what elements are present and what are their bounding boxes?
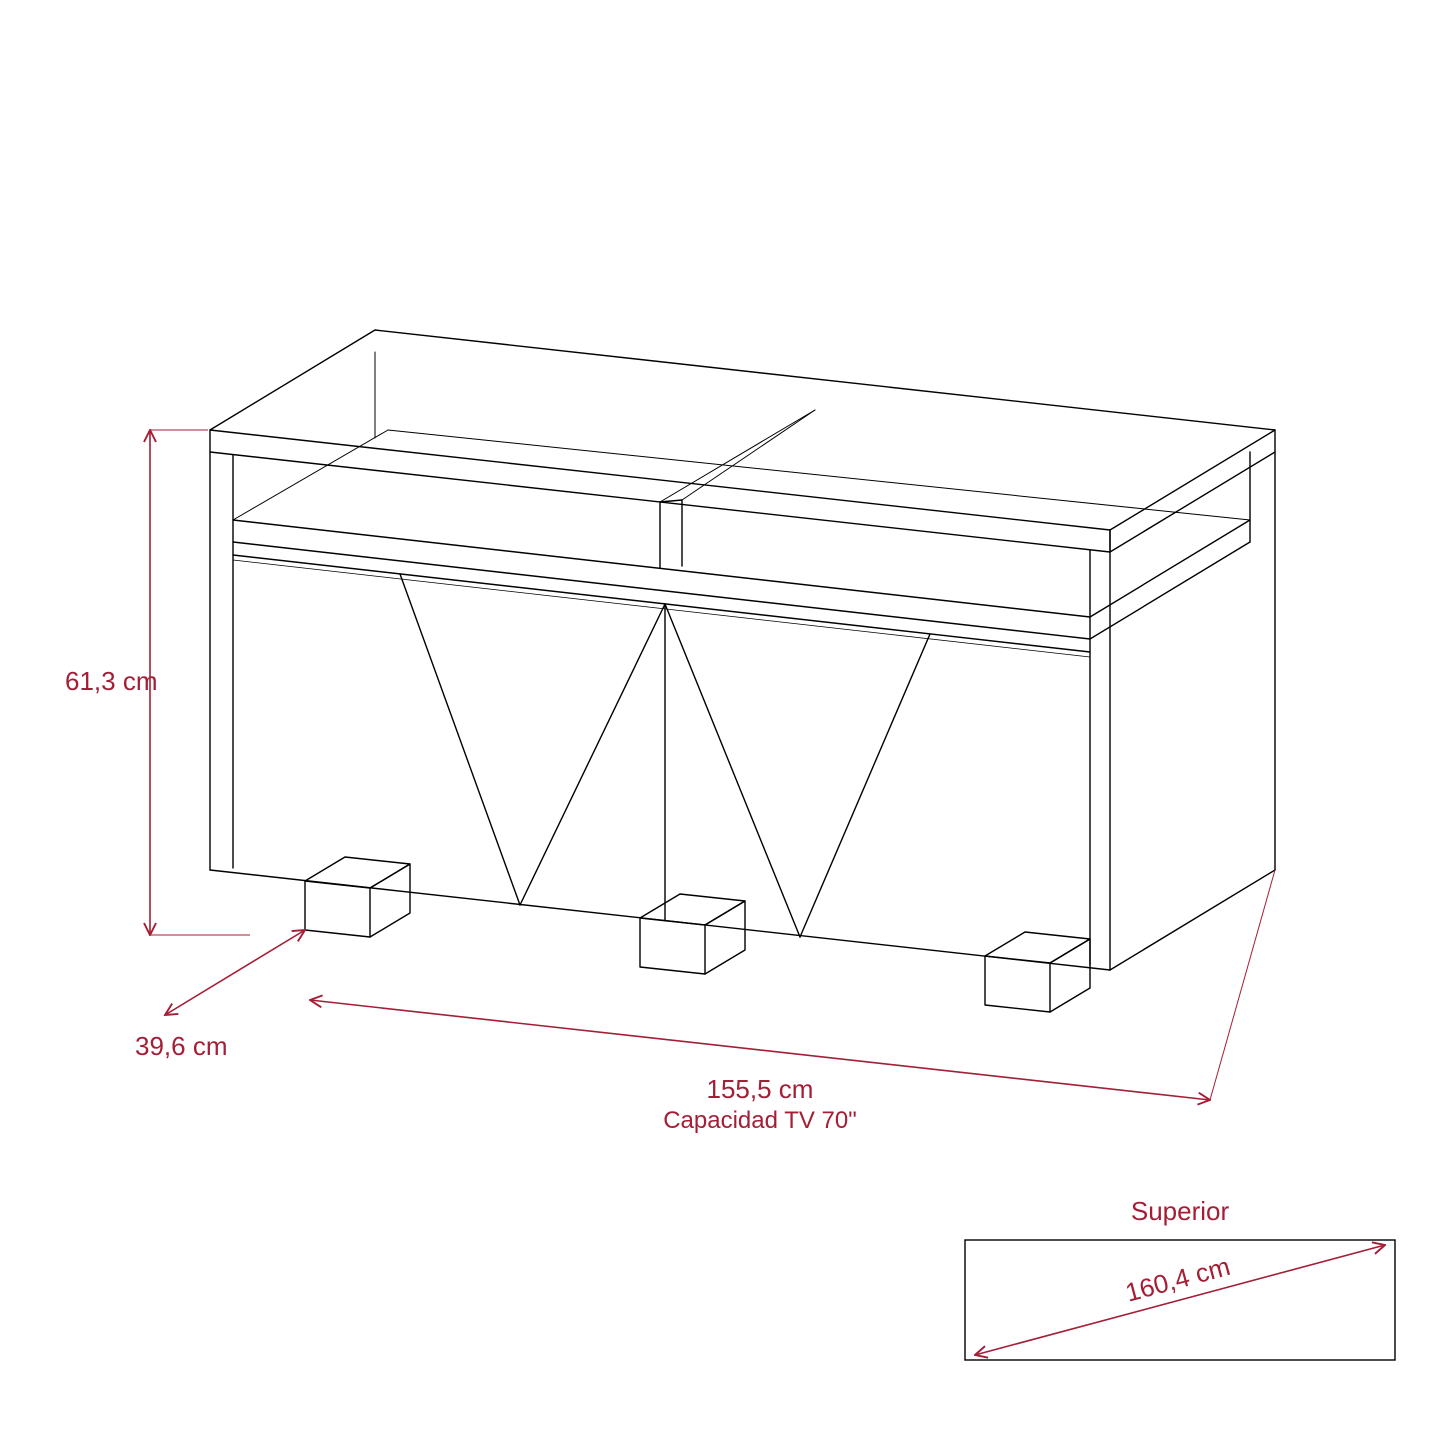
furniture-drawing [210,330,1275,1012]
dim-capacity-label: Capacidad TV 70" [663,1107,857,1134]
superior-title: Superior [1131,1196,1230,1226]
dim-depth-label: 39,6 cm [135,1031,228,1061]
dim-width-label: 155,5 cm [707,1074,814,1104]
superior-diagram: Superior 160,4 cm [965,1196,1395,1360]
dim-height-label: 61,3 cm [65,666,158,696]
dimension-lines [150,430,1275,1100]
dimension-diagram: 61,3 cm 39,6 cm 155,5 cm Capacidad TV 70… [0,0,1445,1445]
dim-diagonal-label: 160,4 cm [1122,1251,1233,1308]
